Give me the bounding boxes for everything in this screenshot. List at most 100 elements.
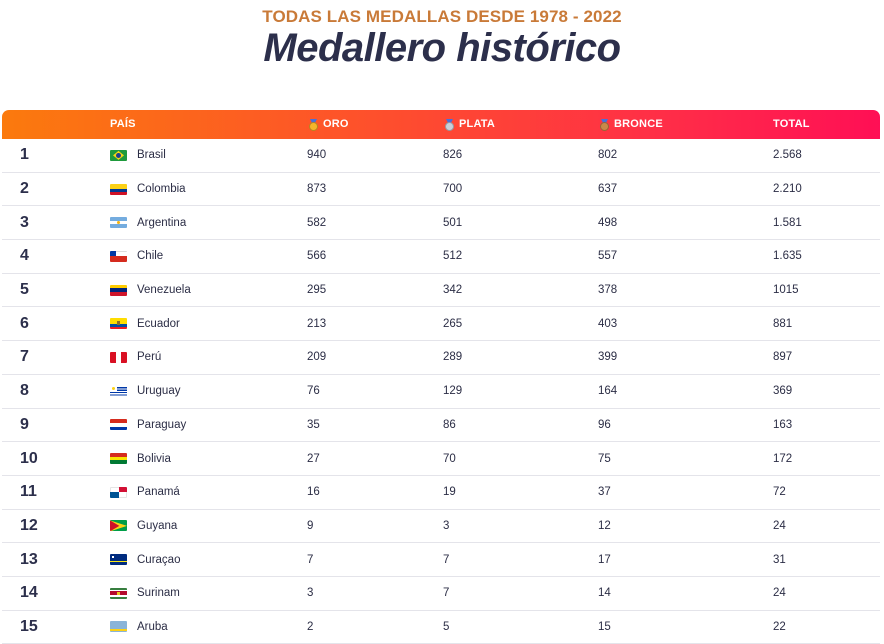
total-cell: 1.635 bbox=[773, 250, 802, 263]
silver-cell: 5 bbox=[443, 620, 450, 633]
gold-cell: 209 bbox=[307, 351, 327, 364]
total-cell: 369 bbox=[773, 385, 793, 398]
table-row[interactable]: 4 Chile 566 512 557 1.635 bbox=[2, 240, 880, 274]
column-header-country[interactable]: PAÍS bbox=[110, 110, 136, 139]
column-header-silver[interactable]: PLATA bbox=[445, 110, 495, 139]
silver-cell: 19 bbox=[443, 486, 456, 499]
country-cell: Curaçao bbox=[110, 543, 180, 576]
bronze-cell: 403 bbox=[598, 317, 618, 330]
country-name: Chile bbox=[137, 250, 164, 263]
bronze-cell: 557 bbox=[598, 250, 618, 263]
ecuador-flag-icon bbox=[110, 318, 127, 330]
medal-table: PAÍS ORO PLATA BRONCE TOTAL 1 Brasil 940 82… bbox=[2, 110, 880, 644]
silver-cell: 342 bbox=[443, 284, 463, 297]
total-cell: 1015 bbox=[773, 284, 799, 297]
rank-cell: 10 bbox=[20, 449, 38, 467]
gold-cell: 940 bbox=[307, 149, 327, 162]
country-name: Aruba bbox=[137, 620, 168, 633]
table-row[interactable]: 13 Curaçao 7 7 17 31 bbox=[2, 543, 880, 577]
rank-cell: 12 bbox=[20, 516, 38, 534]
rank-cell: 9 bbox=[20, 415, 29, 433]
table-row[interactable]: 1 Brasil 940 826 802 2.568 bbox=[2, 139, 880, 173]
gold-cell: 27 bbox=[307, 452, 320, 465]
country-cell: Uruguay bbox=[110, 375, 180, 408]
rank-cell: 6 bbox=[20, 314, 29, 332]
rank-cell: 4 bbox=[20, 247, 29, 265]
country-name: Brasil bbox=[137, 149, 166, 162]
rank-cell: 2 bbox=[20, 180, 29, 198]
country-name: Paraguay bbox=[137, 418, 187, 431]
bronze-cell: 637 bbox=[598, 183, 618, 196]
table-row[interactable]: 5 Venezuela 295 342 378 1015 bbox=[2, 274, 880, 308]
venezuela-flag-icon bbox=[110, 284, 127, 296]
silver-medal-icon bbox=[445, 119, 454, 131]
total-cell: 31 bbox=[773, 553, 786, 566]
silver-cell: 70 bbox=[443, 452, 456, 465]
country-name: Panamá bbox=[137, 486, 180, 499]
total-cell: 24 bbox=[773, 587, 786, 600]
country-cell: Brasil bbox=[110, 139, 166, 172]
bronze-cell: 15 bbox=[598, 620, 611, 633]
total-cell: 1.581 bbox=[773, 216, 802, 229]
suriname-flag-icon bbox=[110, 587, 127, 599]
country-cell: Ecuador bbox=[110, 307, 180, 340]
table-row[interactable]: 10 Bolivia 27 70 75 172 bbox=[2, 442, 880, 476]
table-row[interactable]: 15 Aruba 2 5 15 22 bbox=[2, 611, 880, 644]
column-header-gold-label: ORO bbox=[323, 118, 349, 130]
gold-cell: 3 bbox=[307, 587, 314, 600]
table-body: 1 Brasil 940 826 802 2.568 2 Colombia 873 700 637 2… bbox=[2, 139, 880, 644]
gold-medal-icon bbox=[309, 119, 318, 131]
bronze-cell: 14 bbox=[598, 587, 611, 600]
column-header-bronze[interactable]: BRONCE bbox=[600, 110, 663, 139]
silver-cell: 700 bbox=[443, 183, 463, 196]
table-row[interactable]: 8 Uruguay 76 129 164 369 bbox=[2, 375, 880, 409]
table-header: PAÍS ORO PLATA BRONCE TOTAL bbox=[2, 110, 880, 139]
country-cell: Venezuela bbox=[110, 274, 191, 307]
rank-cell: 14 bbox=[20, 584, 38, 602]
colombia-flag-icon bbox=[110, 183, 127, 195]
gold-cell: 566 bbox=[307, 250, 327, 263]
gold-cell: 35 bbox=[307, 418, 320, 431]
country-cell: Paraguay bbox=[110, 409, 186, 442]
country-name: Bolivia bbox=[137, 452, 171, 465]
column-header-gold[interactable]: ORO bbox=[309, 110, 349, 139]
country-name: Colombia bbox=[137, 183, 186, 196]
brazil-flag-icon bbox=[110, 149, 127, 161]
rank-cell: 15 bbox=[20, 617, 38, 635]
bronze-cell: 399 bbox=[598, 351, 618, 364]
table-row[interactable]: 9 Paraguay 35 86 96 163 bbox=[2, 409, 880, 443]
rank-cell: 3 bbox=[20, 213, 29, 231]
table-row[interactable]: 14 Surinam 3 7 14 24 bbox=[2, 577, 880, 611]
country-name: Perú bbox=[137, 351, 162, 364]
page-title: Medallero histórico bbox=[263, 26, 621, 70]
chile-flag-icon bbox=[110, 250, 127, 262]
bronze-cell: 75 bbox=[598, 452, 611, 465]
table-row[interactable]: 3 Argentina 582 501 498 1.581 bbox=[2, 206, 880, 241]
table-row[interactable]: 7 Perú 209 289 399 897 bbox=[2, 341, 880, 375]
table-row[interactable]: 2 Colombia 873 700 637 2.210 bbox=[2, 173, 880, 207]
country-name: Ecuador bbox=[137, 317, 180, 330]
column-header-total-label: TOTAL bbox=[773, 118, 810, 130]
rank-cell: 13 bbox=[20, 550, 38, 568]
total-cell: 163 bbox=[773, 418, 793, 431]
table-row[interactable]: 11 Panamá 16 19 37 72 bbox=[2, 476, 880, 510]
rank-cell: 5 bbox=[20, 281, 29, 299]
curacao-flag-icon bbox=[110, 554, 127, 566]
peru-flag-icon bbox=[110, 351, 127, 363]
country-cell: Aruba bbox=[110, 611, 168, 644]
bronze-cell: 96 bbox=[598, 418, 611, 431]
column-header-silver-label: PLATA bbox=[459, 118, 496, 130]
country-cell: Surinam bbox=[110, 577, 180, 610]
gold-cell: 9 bbox=[307, 519, 314, 532]
gold-cell: 2 bbox=[307, 620, 314, 633]
bolivia-flag-icon bbox=[110, 453, 127, 465]
bronze-cell: 802 bbox=[598, 149, 618, 162]
silver-cell: 501 bbox=[443, 216, 463, 229]
table-row[interactable]: 12 Guyana 9 3 12 24 bbox=[2, 510, 880, 544]
country-cell: Argentina bbox=[110, 206, 186, 239]
country-cell: Guyana bbox=[110, 510, 177, 543]
country-cell: Panamá bbox=[110, 476, 180, 509]
column-header-total[interactable]: TOTAL bbox=[773, 110, 810, 139]
silver-cell: 826 bbox=[443, 149, 463, 162]
table-row[interactable]: 6 Ecuador 213 265 403 881 bbox=[2, 307, 880, 342]
